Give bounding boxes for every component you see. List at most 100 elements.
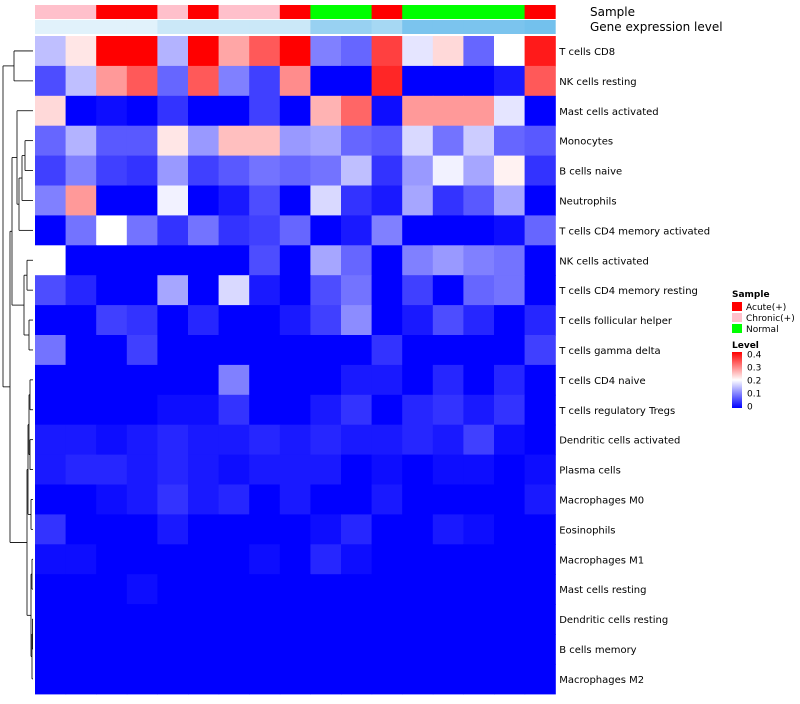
heatmap-cell <box>249 36 281 67</box>
heatmap-cell <box>188 604 220 635</box>
heatmap-cell <box>157 305 189 336</box>
legend-sample-swatch <box>732 302 742 311</box>
heatmap-cell <box>463 484 495 515</box>
heatmap-cell <box>371 185 403 216</box>
heatmap-cell <box>96 364 128 396</box>
heatmap-cell <box>218 245 250 276</box>
heatmap-cell <box>218 514 250 545</box>
heatmap-cell <box>218 36 250 67</box>
heatmap-cell <box>96 36 128 67</box>
heatmap-cell <box>188 544 220 575</box>
heatmap-cell <box>188 634 220 665</box>
heatmap-cell <box>341 95 373 127</box>
heatmap-cell <box>524 335 556 366</box>
heatmap-cell <box>279 544 311 575</box>
heatmap-cell <box>371 125 403 157</box>
row-label: Mast cells activated <box>559 107 658 118</box>
heatmap-cell <box>157 125 189 157</box>
heatmap-cell <box>35 65 67 97</box>
heatmap-cell <box>463 394 495 426</box>
heatmap-cell <box>35 634 67 665</box>
heatmap-cell <box>402 335 434 366</box>
heatmap-cell <box>126 663 158 695</box>
heatmap-cell <box>65 125 97 157</box>
sample-annotation-cell <box>188 5 220 19</box>
heatmap-cell <box>371 215 403 246</box>
heatmap-cell <box>402 65 434 97</box>
heatmap-cell <box>524 185 556 216</box>
heatmap-cell <box>432 155 464 187</box>
heatmap-cell <box>524 484 556 515</box>
heatmap-cell <box>402 634 434 665</box>
heatmap-cell <box>35 36 67 67</box>
heatmap-cell <box>341 335 373 366</box>
heatmap-cell <box>96 663 128 695</box>
heatmap-cell <box>494 634 526 665</box>
row-label: Macrophages M0 <box>559 495 644 506</box>
heatmap-cell <box>65 245 97 276</box>
heatmap-cell <box>188 215 220 246</box>
heatmap-cell <box>341 663 373 695</box>
heatmap-cell <box>96 394 128 426</box>
heatmap-cell <box>310 424 342 456</box>
heatmap-cell <box>157 544 189 575</box>
heatmap-cell <box>126 335 158 366</box>
heatmap-cell <box>279 335 311 366</box>
heatmap-cell <box>65 514 97 545</box>
sample-annotation-cell <box>310 5 342 19</box>
heatmap-cell <box>371 335 403 366</box>
heatmap-cell <box>371 634 403 665</box>
sample-annotation-cell <box>494 5 526 19</box>
heatmap-cell <box>524 634 556 665</box>
heatmap-cell <box>279 424 311 456</box>
row-label: Neutrophils <box>559 196 616 207</box>
heatmap-cell <box>310 544 342 575</box>
heatmap-cell <box>96 155 128 187</box>
heatmap-cell <box>65 574 97 605</box>
heatmap-cell <box>249 65 281 97</box>
heatmap-cell <box>494 155 526 187</box>
heatmap-cell <box>524 36 556 67</box>
heatmap-cell <box>188 424 220 456</box>
heatmap-cell <box>341 424 373 456</box>
heatmap-cell <box>65 185 97 216</box>
heatmap-cell <box>188 663 220 695</box>
heatmap-cell <box>126 604 158 635</box>
heatmap-cell <box>249 394 281 426</box>
sample-annotation-cell <box>463 5 495 19</box>
heatmap-cell <box>371 544 403 575</box>
legend-sample-label: Chronic(+) <box>746 314 795 324</box>
heatmap-cell <box>157 604 189 635</box>
heatmap-cell <box>157 424 189 456</box>
heatmap-cell <box>279 514 311 545</box>
heatmap-cell <box>341 514 373 545</box>
heatmap-cell <box>65 634 97 665</box>
sample-annotation-cell <box>249 5 281 19</box>
heatmap-cell <box>126 125 158 157</box>
heatmap-cell <box>310 454 342 486</box>
gene-expression-annotation-cell <box>494 20 526 34</box>
heatmap-cell <box>188 36 220 67</box>
heatmap-cell <box>96 305 128 336</box>
heatmap-cell <box>524 245 556 276</box>
heatmap-cell <box>341 484 373 515</box>
heatmap-cell <box>249 364 281 396</box>
heatmap-cell <box>310 364 342 396</box>
heatmap-cell <box>65 604 97 635</box>
sample-annotation-cell <box>341 5 373 19</box>
heatmap-cell <box>402 604 434 635</box>
heatmap-cell <box>279 275 311 306</box>
heatmap-cell <box>218 335 250 366</box>
heatmap-cell <box>463 604 495 635</box>
heatmap-cell <box>249 125 281 157</box>
heatmap-cell <box>65 155 97 187</box>
heatmap-cell <box>157 335 189 366</box>
heatmap-cell <box>126 574 158 605</box>
row-label: T cells CD4 memory activated <box>558 226 710 237</box>
heatmap-cell <box>35 305 67 336</box>
row-label: Dendritic cells resting <box>559 615 668 626</box>
heatmap-cell <box>218 424 250 456</box>
row-label: T cells CD8 <box>558 47 615 58</box>
heatmap-cell <box>157 95 189 127</box>
heatmap-cell <box>65 424 97 456</box>
